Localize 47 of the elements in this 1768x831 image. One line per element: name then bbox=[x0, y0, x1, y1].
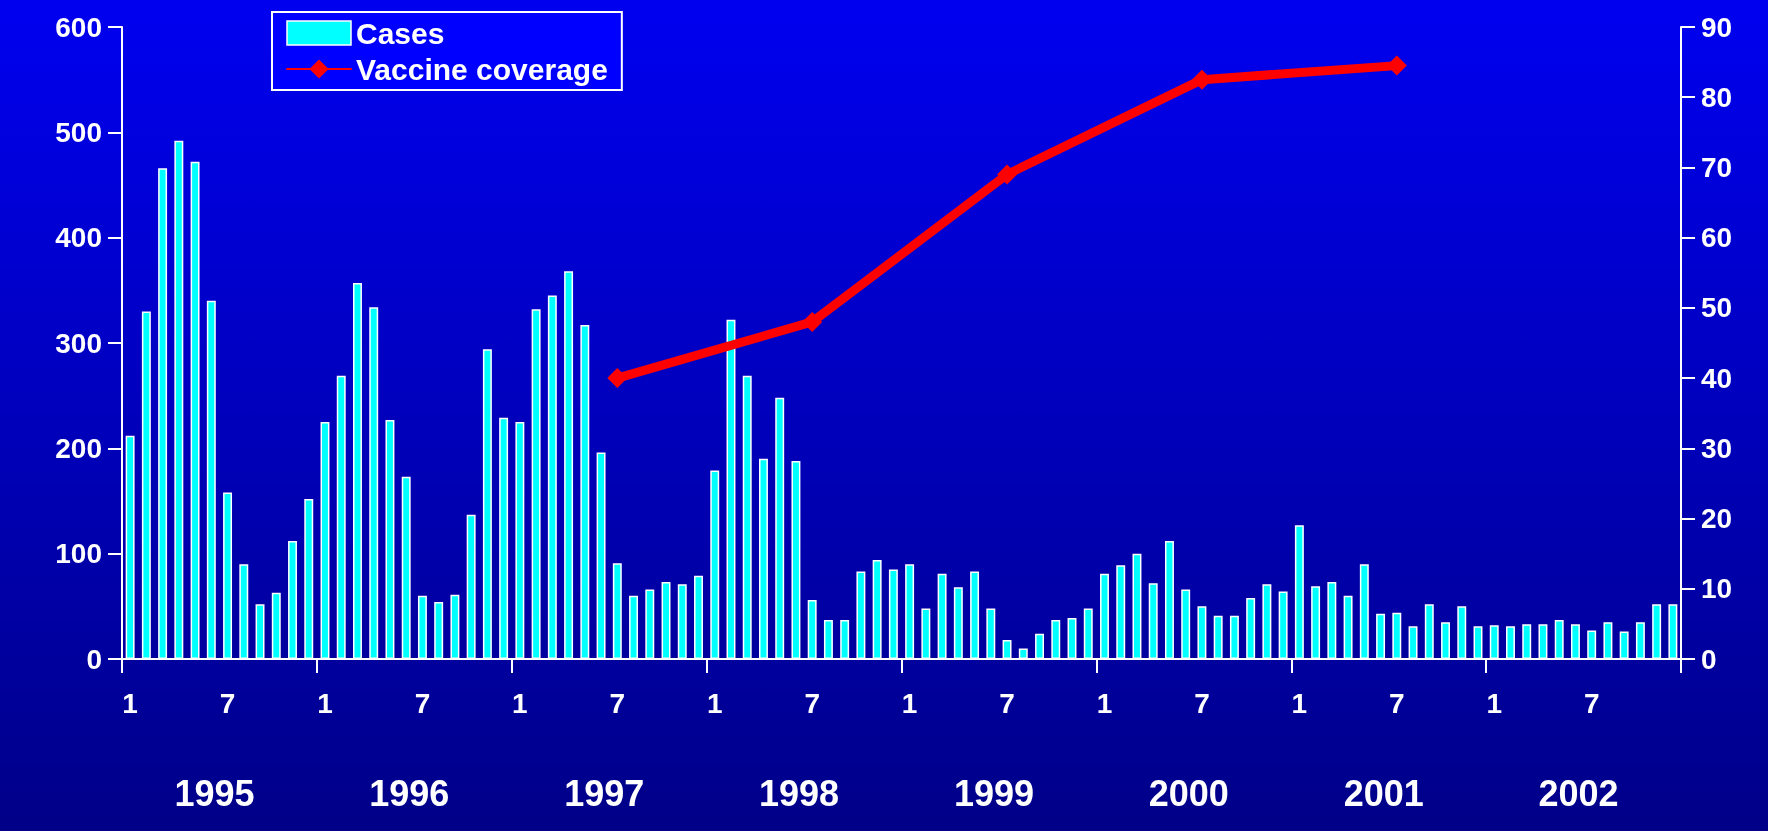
x-tick-label: 7 bbox=[1194, 687, 1210, 719]
x-tick-label: 1 bbox=[512, 687, 528, 719]
y2-tick-label: 60 bbox=[1701, 222, 1733, 254]
y-tick-label: 500 bbox=[55, 116, 102, 148]
x-tick-label: 7 bbox=[999, 687, 1015, 719]
x-tick-label: 7 bbox=[219, 687, 236, 719]
x-tick-label: 1 bbox=[706, 687, 723, 719]
legend-label: Vaccine coverage bbox=[356, 52, 608, 86]
text: 1995 bbox=[174, 772, 255, 814]
y-tick-label: 100 bbox=[55, 538, 102, 570]
y-tick-label: 400 bbox=[55, 222, 102, 254]
point bbox=[802, 311, 823, 332]
text: 1998 bbox=[759, 772, 840, 814]
x-tick-label: 1 bbox=[1486, 687, 1503, 719]
y2-tick-label: 20 bbox=[1701, 503, 1733, 535]
y-tick-label: 600 bbox=[55, 11, 102, 43]
text: 1997 bbox=[564, 772, 645, 814]
x-tick-label: 7 bbox=[804, 687, 820, 719]
text: 2002 bbox=[1538, 772, 1619, 814]
text: 2000 bbox=[1148, 772, 1229, 814]
y-tick-label: 200 bbox=[55, 432, 102, 464]
y-tick-label: 0 bbox=[86, 643, 102, 675]
y2-tick-label: 0 bbox=[1701, 643, 1717, 675]
x-tick-label: 1 bbox=[317, 687, 333, 719]
y2-tick-label: 40 bbox=[1701, 362, 1733, 394]
x-tick-label: 1 bbox=[122, 687, 138, 719]
point bbox=[607, 368, 628, 389]
y2-tick-label: 30 bbox=[1701, 432, 1733, 464]
x-tick-label: 7 bbox=[1583, 687, 1600, 719]
y2-tick-label: 70 bbox=[1701, 151, 1733, 183]
legend-label: Cases bbox=[356, 16, 445, 50]
point bbox=[997, 164, 1018, 185]
y2-tick-label: 10 bbox=[1701, 573, 1733, 605]
text: 1999 bbox=[953, 772, 1035, 814]
text: 2001 bbox=[1343, 772, 1424, 814]
y2-tick-label: 80 bbox=[1701, 81, 1733, 113]
y-tick-label: 300 bbox=[55, 327, 102, 359]
x-tick-label: 1 bbox=[901, 687, 918, 719]
point bbox=[1191, 69, 1212, 90]
x-tick-label: 7 bbox=[1389, 687, 1405, 719]
x-tick-label: 1 bbox=[1291, 687, 1308, 719]
x-tick-label: 1 bbox=[1096, 687, 1113, 719]
x-tick-label: 7 bbox=[609, 687, 626, 719]
y2-tick-label: 90 bbox=[1701, 11, 1733, 43]
text: 1996 bbox=[369, 772, 450, 814]
x-tick-label: 7 bbox=[414, 687, 431, 719]
y2-tick-label: 50 bbox=[1701, 292, 1733, 324]
